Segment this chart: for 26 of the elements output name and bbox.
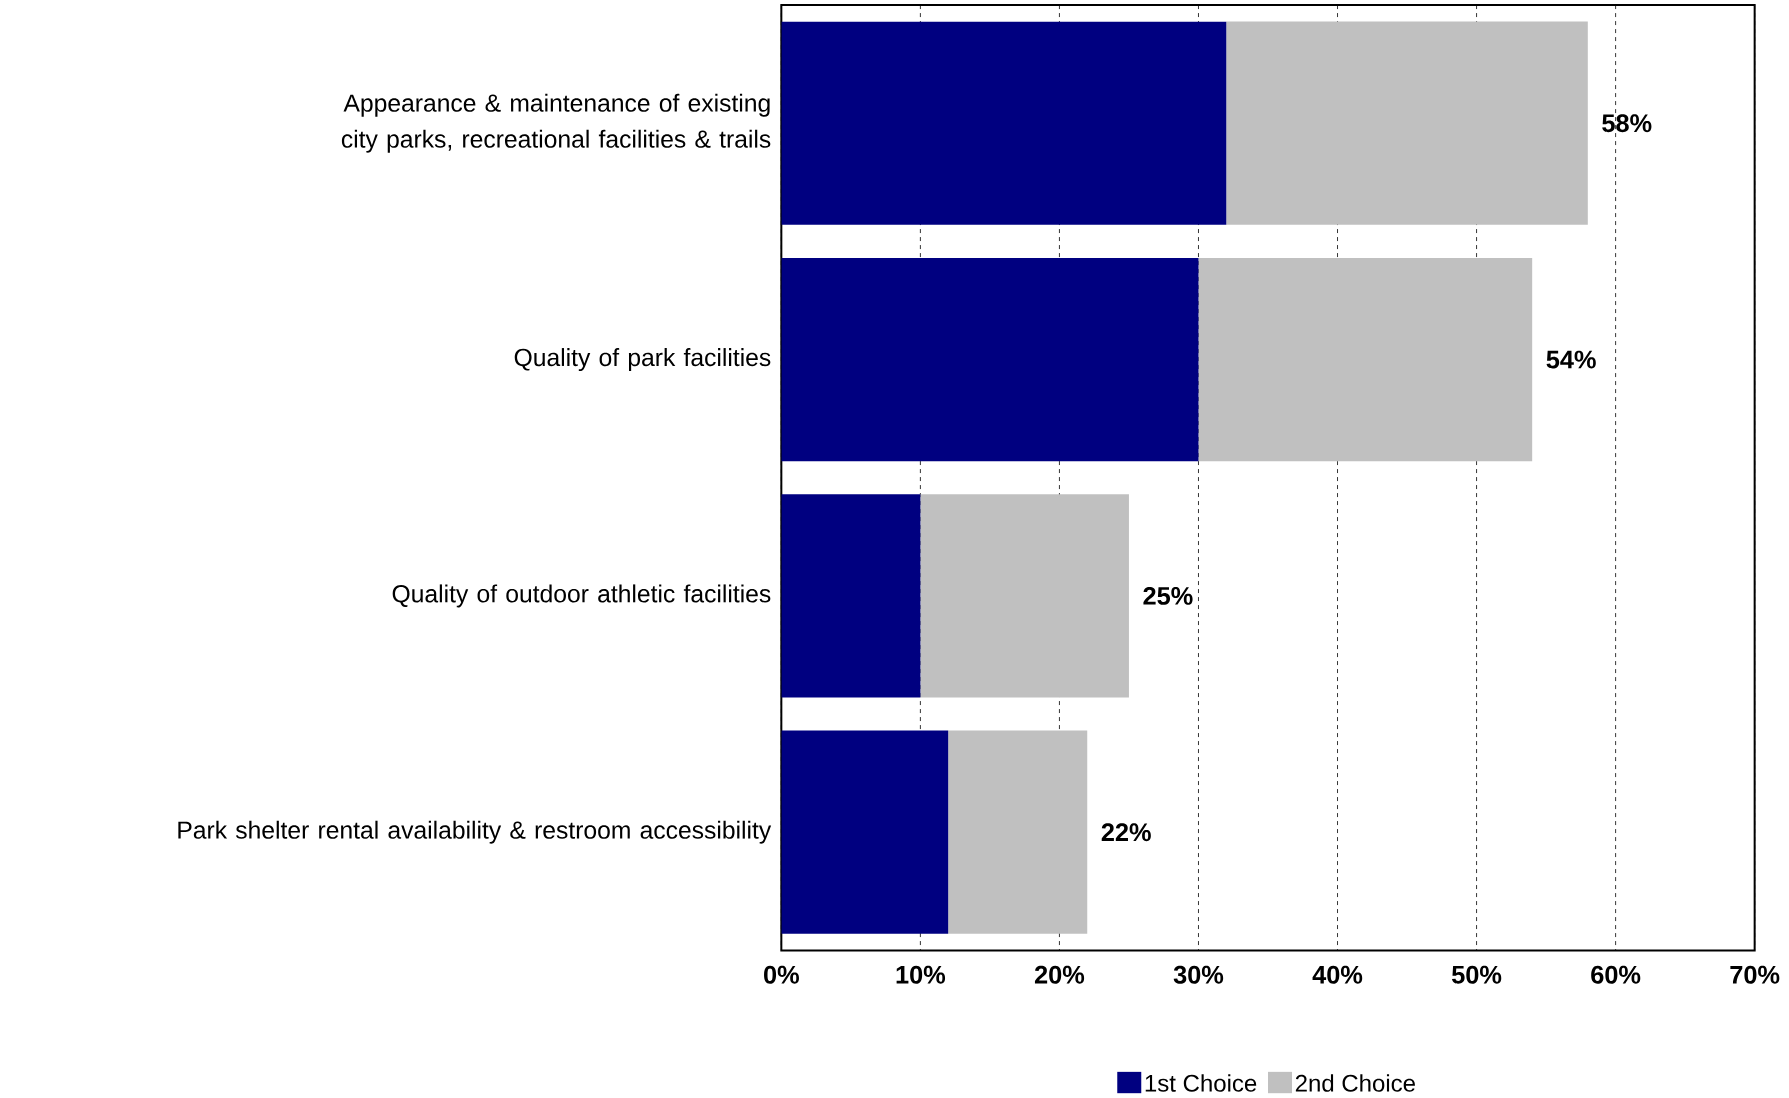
total-label: 54% [1546,350,1596,369]
x-tick-label: 40% [1312,965,1363,984]
bar [920,494,1129,698]
y-tick-label: Appearance & maintenance of existing city parks, recreational facilities & trails [341,93,771,153]
legend-label: 1st Choice [1145,1074,1257,1092]
bar [1226,21,1588,225]
x-tick-label: 60% [1591,965,1641,984]
bar [1198,257,1533,462]
legend-label: 2nd Choice [1295,1074,1415,1092]
total-label: 58% [1602,114,1652,133]
bar [781,494,921,698]
x-tick-label: 50% [1451,965,1502,984]
x-tick-label: 10% [896,965,946,984]
x-tick-label: 20% [1034,965,1085,984]
y-tick-label: Quality of park facilities [514,348,771,372]
x-tick-label: 70% [1730,965,1780,984]
y-tick-label: Park shelter rental availability & restroom accessibility [178,820,772,844]
x-tick-label: 30% [1173,965,1224,984]
bar [948,730,1088,934]
bar [781,21,1227,225]
y-tick-label: Quality of outdoor athletic facilities [392,584,771,608]
x-tick-label: 0% [764,965,799,984]
total-label: 22% [1101,823,1151,842]
bar [781,257,1199,462]
total-label: 25% [1143,586,1193,605]
bar [781,730,949,934]
